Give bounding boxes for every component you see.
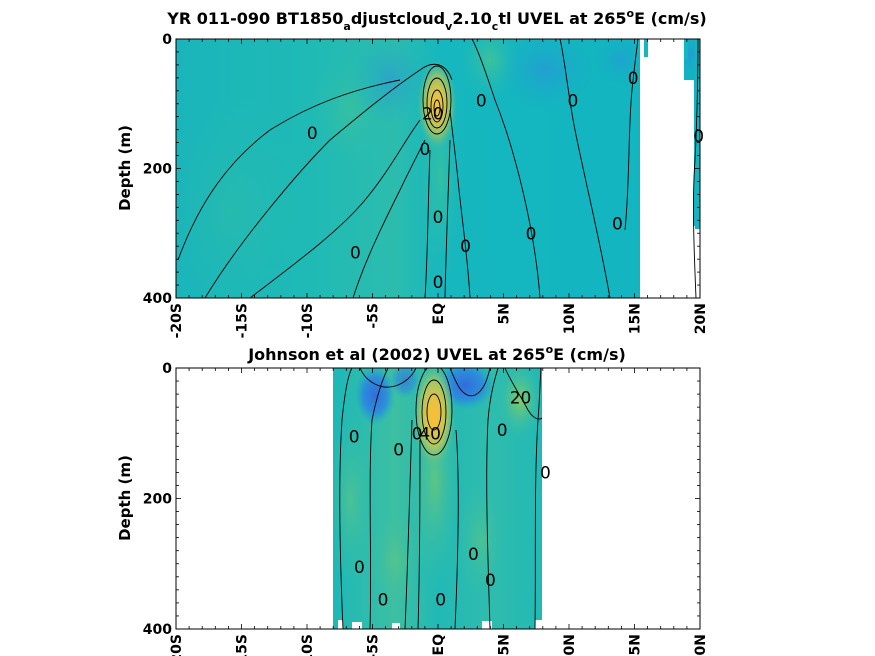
contour-label: 0 <box>540 463 551 483</box>
contour-label: 0 <box>612 215 623 235</box>
contour-label: 0 <box>485 571 496 591</box>
y-axis-label: Depth (m) <box>116 455 134 541</box>
contour-label: 0 <box>693 127 704 147</box>
x-tick-label: 15N <box>628 303 644 334</box>
x-tick-label: -5S <box>366 303 382 329</box>
x-tick-label: -10S <box>300 634 316 656</box>
x-tick-label: -20S <box>169 634 185 656</box>
x-tick-label: 20N <box>693 634 709 656</box>
contour-label: 0 <box>354 558 365 578</box>
contour-label: 0 <box>497 421 508 441</box>
x-tick-label: -10S <box>300 303 316 338</box>
contour-label: 0 <box>628 69 639 89</box>
contour-lines <box>339 368 542 629</box>
contour-label: 0 <box>433 208 444 228</box>
contour-label: 20 <box>422 104 444 124</box>
heatmap-field <box>333 368 542 629</box>
chart-title: Johnson et al (2002) UVEL at 265oE (cm/s… <box>247 343 626 364</box>
x-tick-label: 5N <box>497 634 513 655</box>
contour-label: 0 <box>568 92 579 112</box>
y-tick-label: 200 <box>143 162 172 178</box>
chart-title: YR 011-090 BT1850adjustcloudv2.10ctl UVE… <box>166 7 706 33</box>
x-tick-label: 20N <box>693 303 709 334</box>
contour-label: 0 <box>349 428 360 448</box>
x-tick-label: -5S <box>366 634 382 656</box>
contour-label: 0 <box>526 224 537 244</box>
contour-label: 0 <box>468 545 479 565</box>
contour-lines <box>177 39 699 298</box>
contour-label: 40 <box>419 424 441 444</box>
y-tick-label: 0 <box>162 361 172 377</box>
x-tick-label: -15S <box>235 634 251 656</box>
y-tick-label: 0 <box>162 32 172 48</box>
contour-label: 0 <box>419 140 430 160</box>
contour-label: 0 <box>378 591 389 611</box>
contour-label: 0 <box>393 441 404 461</box>
contour-label: 0 <box>433 273 444 293</box>
x-tick-label: EQ <box>431 634 447 656</box>
y-axis-label: Depth (m) <box>116 125 134 211</box>
x-tick-label: 5N <box>497 303 513 324</box>
contour-label: 0 <box>435 591 446 611</box>
y-tick-label: 200 <box>143 492 172 508</box>
y-tick-label: 400 <box>143 291 172 307</box>
contour-label: 0 <box>460 237 471 257</box>
x-tick-label: 15N <box>628 634 644 656</box>
y-tick-label: 400 <box>143 622 172 638</box>
x-tick-label: 10N <box>562 634 578 656</box>
x-tick-label: 10N <box>562 303 578 334</box>
x-tick-label: -15S <box>235 303 251 338</box>
contour-label: 0 <box>307 124 318 144</box>
contour-label: 0 <box>350 244 361 264</box>
contour-label: 0 <box>412 424 423 444</box>
x-tick-label: -20S <box>169 303 185 338</box>
heatmap-field <box>176 39 700 298</box>
contour-label: 20 <box>510 388 532 408</box>
x-tick-label: EQ <box>431 303 447 325</box>
contour-label: 0 <box>476 92 487 112</box>
